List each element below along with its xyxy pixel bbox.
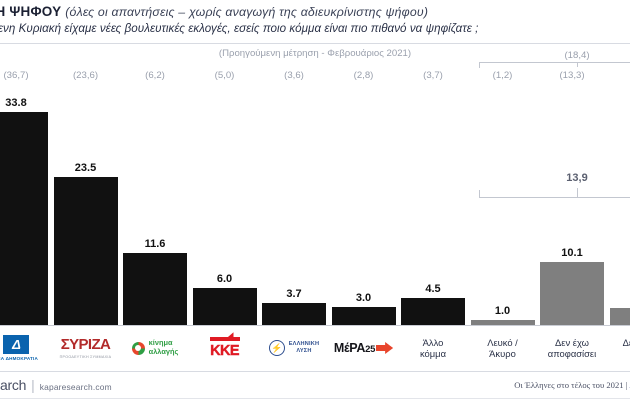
bar-other-8 — [540, 262, 604, 326]
bar-0 — [0, 112, 48, 326]
bar-value-label: 11.6 — [144, 237, 166, 250]
kke-logo-icon: ΚΚΕ — [209, 337, 240, 360]
bar-5 — [331, 307, 396, 326]
cat-kinima-allagis: κίνημα αλλαγής — [120, 327, 190, 369]
mid-bracket-center-tick — [577, 188, 578, 197]
syriza-tagline: ΠΡΟΟΔΕΥΤΙΚΗ ΣΥΜΜΑΧΙΑ — [59, 354, 112, 359]
survey-question: επόμενη Κυριακή είχαμε νέες βουλευτικές … — [0, 22, 479, 35]
bar-2 — [123, 252, 187, 326]
elliniki-lysi-badge-icon: ⚡ — [268, 340, 285, 356]
cat-undecided: Δεν έχω αποφασίσει — [537, 327, 607, 369]
kinal-wordmark: κίνημα αλλαγής — [148, 338, 179, 356]
footer-study-separator: | — [625, 380, 628, 390]
bar-1 — [53, 177, 118, 326]
page-title-main: ΕΣΗ ΨΗΦΟΥ — [0, 4, 62, 19]
bar-value-label: 2.8 — [610, 293, 630, 305]
previous-value: (13,3) — [559, 70, 585, 81]
footer-brand-block: research | kaparesearch.com — [0, 377, 112, 393]
kke-wordmark: ΚΚΕ — [210, 343, 240, 360]
cat-kke: ΚΚΕ — [190, 327, 260, 369]
syriza-logo-icon: ΣΥΡΙΖΑ ΠΡΟΟΔΕΥΤΙΚΗ ΣΥΜΜΑΧΙΑ — [60, 337, 112, 360]
header-divider — [0, 43, 630, 44]
bracket-left-end — [478, 62, 480, 68]
kinima-allagis-logo-icon: κίνημα αλλαγής — [131, 338, 179, 356]
previous-measurement-caption: (Προηγούμενη μέτρηση - Φεβρουάριος 2021) — [218, 48, 412, 59]
mera25-logo-icon: ΜέΡΑ25 — [334, 341, 393, 355]
bar-3 — [192, 288, 257, 326]
chart-footer: research | kaparesearch.com Οι Έλληνες σ… — [0, 372, 630, 400]
footer-study-title: Οι Έλληνες στο τέλος του 2021 — [514, 380, 624, 390]
cat-blank-void: Λευκό / Άκυρο — [468, 327, 538, 369]
x-axis-line — [0, 325, 630, 326]
previous-value: (2,8) — [353, 70, 374, 81]
mera25-wordmark: ΜέΡΑ25 — [333, 340, 376, 355]
footer-website[interactable]: kaparesearch.com — [39, 382, 112, 392]
elliniki-lysi-logo-icon: ⚡ ΕΛΛΗΝΙΚΗ ΛΥΣΗ — [268, 340, 320, 356]
bar-value-label: 10.1 — [561, 247, 583, 260]
cat-will-not-vote: Δεν θα ψΔεν α — [607, 327, 630, 369]
cat-elliniki-lysi: ⚡ ΕΛΛΗΝΙΚΗ ΛΥΣΗ — [259, 327, 329, 369]
mera25-number: 25 — [365, 343, 376, 355]
footer-divider — [0, 371, 630, 372]
chart-header: ΕΣΗ ΨΗΦΟΥ (όλες οι απαντήσεις – χωρίς αν… — [0, 0, 630, 44]
previous-value: (3,9) — [610, 70, 630, 81]
previous-undecided-total: (18,4) — [564, 50, 590, 61]
cat-nea-dimokratia: ΔΝΕΑ ΔΗΜΟΚΡΑΤΙΑ — [0, 327, 51, 369]
mid-bracket-line — [478, 197, 630, 198]
previous-value: (1,2) — [492, 70, 513, 81]
other-party-label: Άλλο κόμμα — [419, 336, 446, 360]
current-undecided-bracket — [478, 188, 630, 198]
bar-value-label: 23.5 — [74, 162, 97, 175]
undecided-label: Δεν έχω αποφασίσει — [547, 336, 597, 360]
cat-syriza: ΣΥΡΙΖΑ ΠΡΟΟΔΕΥΤΙΚΗ ΣΥΜΜΑΧΙΑ — [51, 327, 121, 369]
bar-value-label: 3.0 — [355, 292, 372, 305]
cat-other-party: Άλλο κόμμα — [398, 327, 468, 369]
mera25-arrow-icon — [376, 341, 393, 355]
cat-mera25: ΜέΡΑ25 — [329, 327, 399, 369]
previous-value: (3,7) — [423, 70, 443, 81]
footer-study-info: Οι Έλληνες στο τέλος του 2021 | Δεκέμ — [514, 380, 630, 390]
previous-value: (6,2) — [145, 70, 165, 81]
elliniki-lysi-wordmark: ΕΛΛΗΝΙΚΗ ΛΥΣΗ — [288, 341, 320, 354]
kke-hammer-sickle-icon — [209, 337, 240, 342]
bar-value-label: 4.5 — [425, 282, 441, 295]
bar-other-9 — [609, 308, 630, 326]
previous-value: (36,7) — [3, 70, 29, 81]
kinal-sun-icon — [131, 341, 145, 355]
blank-void-label: Λευκό / Άκυρο — [487, 336, 518, 360]
bar-plot-area: 13,9 33.8 23.5 11.6 6.0 3.7 3.0 4.5 1.0 10.1 2.8 — [0, 86, 630, 326]
nd-flame-icon: Δ — [3, 334, 29, 354]
mid-bracket-left-end — [478, 190, 480, 198]
bar-value-label: 33.8 — [5, 97, 27, 110]
bar-value-label: 3.7 — [286, 287, 302, 300]
bottom-divider — [0, 398, 630, 399]
bracket-line — [478, 62, 630, 63]
current-undecided-total: 13,9 — [566, 172, 588, 184]
bracket-center-tick — [577, 62, 578, 67]
previous-undecided-bracket — [478, 62, 630, 71]
previous-values-row: (36,7) (23,6) (6,2) (5,0) (3,6) (2,8) (3,7) (1,… — [0, 70, 630, 86]
nd-wordmark: ΝΕΑ ΔΗΜΟΚΡΑΤΙΑ — [0, 355, 38, 361]
footer-brand-name: research — [0, 377, 27, 393]
nea-dimokratia-logo-icon: ΔΝΕΑ ΔΗΜΟΚΡΑΤΙΑ — [0, 334, 38, 362]
previous-value: (5,0) — [214, 70, 235, 81]
bar-other-7 — [470, 319, 535, 326]
footer-separator: | — [31, 377, 35, 393]
will-not-vote-label: Δεν θα ψΔεν α — [622, 336, 630, 360]
page-title: ΕΣΗ ΨΗΦΟΥ (όλες οι απαντήσεις – χωρίς αν… — [0, 4, 428, 19]
previous-value: (3,6) — [284, 70, 304, 81]
bar-6 — [401, 297, 465, 326]
page-title-subtitle: (όλες οι απαντήσεις – χωρίς αναγωγή της … — [65, 5, 429, 19]
bar-4 — [262, 302, 326, 326]
previous-value: (23,6) — [72, 70, 99, 81]
syriza-wordmark: ΣΥΡΙΖΑ — [60, 335, 111, 353]
bar-value-label: 6.0 — [216, 273, 233, 286]
bar-value-label: 1.0 — [494, 304, 511, 317]
